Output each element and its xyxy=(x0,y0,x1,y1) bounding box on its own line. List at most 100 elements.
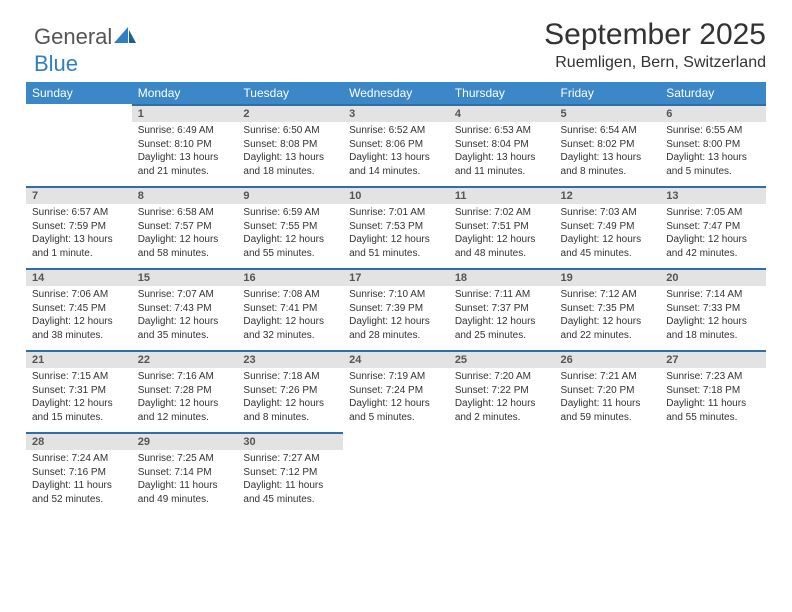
calendar-day-cell: 1Sunrise: 6:49 AMSunset: 8:10 PMDaylight… xyxy=(132,104,238,186)
day-details: Sunrise: 7:15 AMSunset: 7:31 PMDaylight:… xyxy=(26,368,132,428)
sunset-line: Sunset: 7:53 PM xyxy=(349,221,423,232)
calendar-day-cell: 24Sunrise: 7:19 AMSunset: 7:24 PMDayligh… xyxy=(343,350,449,432)
weekday-header: Thursday xyxy=(449,82,555,104)
sunrise-line: Sunrise: 6:50 AM xyxy=(243,125,319,136)
calendar-empty-cell xyxy=(449,432,555,514)
sunrise-line: Sunrise: 7:19 AM xyxy=(349,371,425,382)
day-details: Sunrise: 7:24 AMSunset: 7:16 PMDaylight:… xyxy=(26,450,132,510)
daylight-line: Daylight: 12 hours and 22 minutes. xyxy=(561,316,642,341)
day-number: 4 xyxy=(449,104,555,122)
day-details: Sunrise: 6:58 AMSunset: 7:57 PMDaylight:… xyxy=(132,204,238,264)
day-number: 28 xyxy=(26,432,132,450)
calendar-day-cell: 22Sunrise: 7:16 AMSunset: 7:28 PMDayligh… xyxy=(132,350,238,432)
daylight-line: Daylight: 13 hours and 1 minute. xyxy=(32,234,113,259)
daylight-line: Daylight: 13 hours and 18 minutes. xyxy=(243,152,324,177)
day-details: Sunrise: 7:12 AMSunset: 7:35 PMDaylight:… xyxy=(555,286,661,346)
sunset-line: Sunset: 8:08 PM xyxy=(243,139,317,150)
calendar-day-cell: 6Sunrise: 6:55 AMSunset: 8:00 PMDaylight… xyxy=(660,104,766,186)
daylight-line: Daylight: 13 hours and 11 minutes. xyxy=(455,152,536,177)
sunset-line: Sunset: 7:59 PM xyxy=(32,221,106,232)
day-number: 10 xyxy=(343,186,449,204)
day-number: 17 xyxy=(343,268,449,286)
daylight-line: Daylight: 12 hours and 51 minutes. xyxy=(349,234,430,259)
day-number: 24 xyxy=(343,350,449,368)
daylight-line: Daylight: 12 hours and 12 minutes. xyxy=(138,398,219,423)
day-details: Sunrise: 7:21 AMSunset: 7:20 PMDaylight:… xyxy=(555,368,661,428)
daylight-line: Daylight: 11 hours and 49 minutes. xyxy=(138,480,218,505)
weekday-header: Wednesday xyxy=(343,82,449,104)
daylight-line: Daylight: 11 hours and 45 minutes. xyxy=(243,480,323,505)
day-number: 16 xyxy=(237,268,343,286)
sunrise-line: Sunrise: 7:06 AM xyxy=(32,289,108,300)
day-details: Sunrise: 7:10 AMSunset: 7:39 PMDaylight:… xyxy=(343,286,449,346)
day-number: 1 xyxy=(132,104,238,122)
weekday-header: Friday xyxy=(555,82,661,104)
day-details: Sunrise: 6:53 AM Sunset: 8:04 PM Daylight:… xyxy=(449,122,555,182)
sunrise-line: Sunrise: 6:58 AM xyxy=(138,207,214,218)
calendar-day-cell: 27Sunrise: 7:23 AMSunset: 7:18 PMDayligh… xyxy=(660,350,766,432)
sunset-line: Sunset: 7:28 PM xyxy=(138,385,212,396)
sunset-line: Sunset: 8:10 PM xyxy=(138,139,212,150)
calendar-day-cell: 3Sunrise: 6:52 AMSunset: 8:06 PMDaylight… xyxy=(343,104,449,186)
calendar-day-cell: 30Sunrise: 7:27 AMSunset: 7:12 PMDayligh… xyxy=(237,432,343,514)
sunset-line: Sunset: 7:47 PM xyxy=(666,221,740,232)
day-details: Sunrise: 6:50 AM Sunset: 8:08 PM Daylight:… xyxy=(237,122,343,182)
calendar-week-row: 28Sunrise: 7:24 AMSunset: 7:16 PMDayligh… xyxy=(26,432,766,514)
day-number: 21 xyxy=(26,350,132,368)
day-number: 18 xyxy=(449,268,555,286)
calendar-day-cell: 28Sunrise: 7:24 AMSunset: 7:16 PMDayligh… xyxy=(26,432,132,514)
day-details: Sunrise: 7:20 AMSunset: 7:22 PMDaylight:… xyxy=(449,368,555,428)
sunset-line: Sunset: 8:04 PM xyxy=(455,139,529,150)
day-number: 9 xyxy=(237,186,343,204)
day-details: Sunrise: 7:19 AMSunset: 7:24 PMDaylight:… xyxy=(343,368,449,428)
sunrise-line: Sunrise: 7:02 AM xyxy=(455,207,531,218)
calendar-empty-cell xyxy=(555,432,661,514)
calendar-day-cell: 18Sunrise: 7:11 AMSunset: 7:37 PMDayligh… xyxy=(449,268,555,350)
weekday-header: Sunday xyxy=(26,82,132,104)
sunrise-line: Sunrise: 6:52 AM xyxy=(349,125,425,136)
calendar-day-cell: 5Sunrise: 6:54 AMSunset: 8:02 PMDaylight… xyxy=(555,104,661,186)
sunrise-line: Sunrise: 7:05 AM xyxy=(666,207,742,218)
day-details: Sunrise: 7:06 AMSunset: 7:45 PMDaylight:… xyxy=(26,286,132,346)
day-number: 20 xyxy=(660,268,766,286)
day-details: Sunrise: 7:16 AMSunset: 7:28 PMDaylight:… xyxy=(132,368,238,428)
sunrise-line: Sunrise: 7:23 AM xyxy=(666,371,742,382)
day-details: Sunrise: 7:27 AM Sunset: 7:12 PM Daylight:… xyxy=(237,450,343,510)
day-number: 5 xyxy=(555,104,661,122)
calendar-day-cell: 2 Sunrise: 6:50 AM Sunset: 8:08 PM Daylight… xyxy=(237,104,343,186)
calendar-day-cell: 25Sunrise: 7:20 AMSunset: 7:22 PMDayligh… xyxy=(449,350,555,432)
sunrise-line: Sunrise: 7:18 AM xyxy=(243,371,319,382)
calendar-day-cell: 14Sunrise: 7:06 AMSunset: 7:45 PMDayligh… xyxy=(26,268,132,350)
calendar-day-cell: 17Sunrise: 7:10 AMSunset: 7:39 PMDayligh… xyxy=(343,268,449,350)
calendar-day-cell: 19Sunrise: 7:12 AMSunset: 7:35 PMDayligh… xyxy=(555,268,661,350)
sunrise-line: Sunrise: 7:27 AM xyxy=(243,453,319,464)
daylight-line: Daylight: 12 hours and 8 minutes. xyxy=(243,398,324,423)
daylight-line: Daylight: 13 hours and 21 minutes. xyxy=(138,152,219,177)
sunrise-line: Sunrise: 6:53 AM xyxy=(455,125,531,136)
day-number: 2 xyxy=(237,104,343,122)
calendar-empty-cell xyxy=(660,432,766,514)
day-number: 26 xyxy=(555,350,661,368)
calendar-day-cell: 20Sunrise: 7:14 AMSunset: 7:33 PMDayligh… xyxy=(660,268,766,350)
daylight-line: Daylight: 12 hours and 2 minutes. xyxy=(455,398,536,423)
day-details: Sunrise: 7:25 AMSunset: 7:14 PMDaylight:… xyxy=(132,450,238,510)
calendar-day-cell: 10Sunrise: 7:01 AMSunset: 7:53 PMDayligh… xyxy=(343,186,449,268)
sunrise-line: Sunrise: 7:03 AM xyxy=(561,207,637,218)
daylight-line: Daylight: 12 hours and 5 minutes. xyxy=(349,398,430,423)
day-details: Sunrise: 7:18 AMSunset: 7:26 PMDaylight:… xyxy=(237,368,343,428)
sunset-line: Sunset: 7:31 PM xyxy=(32,385,106,396)
header: September 2025 Ruemligen, Bern, Switzerl… xyxy=(26,18,766,72)
calendar-day-cell: 29Sunrise: 7:25 AMSunset: 7:14 PMDayligh… xyxy=(132,432,238,514)
page-title: September 2025 xyxy=(26,18,766,52)
sunset-line: Sunset: 7:12 PM xyxy=(243,467,317,478)
sunset-line: Sunset: 7:49 PM xyxy=(561,221,635,232)
daylight-line: Daylight: 13 hours and 5 minutes. xyxy=(666,152,747,177)
day-details: Sunrise: 6:55 AMSunset: 8:00 PMDaylight:… xyxy=(660,122,766,182)
sunrise-line: Sunrise: 7:24 AM xyxy=(32,453,108,464)
day-number: 8 xyxy=(132,186,238,204)
day-number: 12 xyxy=(555,186,661,204)
day-number: 25 xyxy=(449,350,555,368)
sunrise-line: Sunrise: 6:57 AM xyxy=(32,207,108,218)
daylight-line: Daylight: 12 hours and 28 minutes. xyxy=(349,316,430,341)
sunrise-line: Sunrise: 7:07 AM xyxy=(138,289,214,300)
